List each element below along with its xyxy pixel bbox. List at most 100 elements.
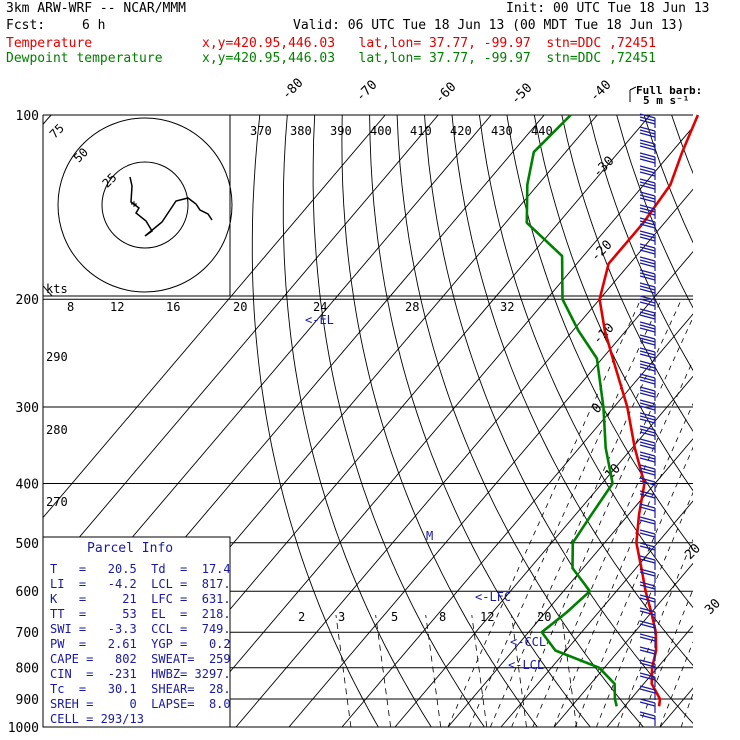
wind-barb xyxy=(639,620,656,635)
wind-barb xyxy=(639,152,656,167)
wind-barb xyxy=(639,373,656,388)
moist-adiabat xyxy=(680,692,693,727)
wind-barb xyxy=(639,360,656,375)
mixing-ratio-line xyxy=(335,614,352,728)
wind-barbs xyxy=(639,113,656,726)
theta-e-labels: 370 380 390 400 410 420 430 440 xyxy=(250,124,553,138)
isotherm xyxy=(394,375,693,727)
m-marker: M xyxy=(426,529,433,543)
pressure-label: 700 xyxy=(16,626,39,641)
temperature-legend: Temperature xyxy=(6,36,93,51)
upper-mixing-label: 24 xyxy=(313,300,327,314)
upper-mixing-label: 28 xyxy=(405,300,419,314)
wind-barb xyxy=(639,646,656,661)
wind-barb xyxy=(639,503,656,518)
dry-adiabat xyxy=(312,115,485,727)
isotherm xyxy=(43,115,386,519)
ccl-marker: <-CCL xyxy=(510,635,546,649)
isotherm xyxy=(182,126,693,727)
wind-barb xyxy=(639,607,656,622)
wind-barb xyxy=(639,165,656,180)
storm-motion-marker xyxy=(131,201,137,207)
mixing-ratio-label: 3 xyxy=(338,610,345,624)
parcel-info-title: Parcel Info xyxy=(87,541,173,556)
dry-adiabat xyxy=(341,115,538,727)
lcl-marker: <-LCL xyxy=(508,658,544,672)
parcel-info-row: K = 21 LFC = 631. xyxy=(50,592,231,606)
wind-barb xyxy=(639,230,656,245)
hodograph-trace xyxy=(129,176,213,237)
mixing-ratio-label: 20 xyxy=(537,610,551,624)
wind-barb xyxy=(639,451,656,466)
moist-adiabat xyxy=(447,299,642,727)
dry-adiabat xyxy=(369,115,591,727)
isotherm xyxy=(713,115,740,727)
wind-barb xyxy=(639,711,656,726)
pressure-label: 500 xyxy=(16,537,39,552)
pressure-label: 1000 xyxy=(8,721,39,736)
wind-barb xyxy=(639,542,656,557)
isotherm-labels: -80-70-60-50-40-30-20-10010203040 xyxy=(0,0,724,618)
wind-barb xyxy=(639,399,656,414)
wind-barb xyxy=(639,347,656,362)
parcel-info-row: SWI = -3.3 CCL = 749. xyxy=(50,622,231,636)
parcel-info-panel: Parcel Info T = 20.5 Td = 17.4LI = -4.2 … xyxy=(42,536,231,728)
dewpoint-trace xyxy=(525,114,618,707)
mixing-ratio-labels: 2 3 5 8 12 20 xyxy=(298,610,551,624)
barb-legend-line2: 5 m s⁻¹ xyxy=(643,94,689,107)
wind-barb xyxy=(639,204,656,219)
mixing-ratio-label: 5 xyxy=(391,610,398,624)
isotherm xyxy=(43,115,439,581)
pressure-axis: 100 200 300 400 500 600 700 800 900 1000 xyxy=(8,109,693,736)
isotherm-label: -50 xyxy=(508,81,535,108)
parcel-info-row: CIN = -231 HWBZ= 3297. xyxy=(50,667,231,681)
forecast-label: Fcst: xyxy=(6,18,46,33)
upper-mixing-label: 16 xyxy=(166,300,180,314)
barb-legend-line1: Full barb: xyxy=(636,84,702,97)
moist-adiabat xyxy=(574,446,693,727)
upper-mixing-ratio-labels: 8 12 16 20 24 28 32 xyxy=(67,300,514,314)
theta-e-label: 380 xyxy=(290,124,312,138)
moist-adiabat xyxy=(617,538,693,727)
pressure-label: 200 xyxy=(16,293,39,308)
wind-barb xyxy=(639,282,656,297)
hodograph-units: kts xyxy=(46,282,68,296)
hodograph: 25 50 75 kts xyxy=(43,115,693,297)
wind-barb xyxy=(639,698,656,713)
wind-barb xyxy=(639,386,656,401)
wind-barb xyxy=(639,256,656,271)
wind-barb xyxy=(639,412,656,427)
upper-mixing-label: 32 xyxy=(500,300,514,314)
isotherm xyxy=(341,313,693,727)
wind-barb xyxy=(639,659,656,674)
valid-time: Valid: 06 UTC Tue 18 Jun 13 (00 MDT Tue … xyxy=(293,18,685,33)
isotherm xyxy=(288,251,693,727)
theta-e-label: 420 xyxy=(450,124,472,138)
parcel-info-row: TT = 53 EL = 218. xyxy=(50,607,231,621)
moist-adiabat xyxy=(490,299,682,727)
dry-adiabat xyxy=(396,115,644,727)
moist-adiabat xyxy=(553,402,693,727)
wind-barb xyxy=(639,438,656,453)
barb-legend: Full barb: 5 m s⁻¹ xyxy=(629,84,702,107)
wind-barb xyxy=(639,685,656,700)
dry-adiabat xyxy=(671,115,693,175)
wind-barb xyxy=(639,126,656,141)
parcel-info-row: CELL = 293/13 xyxy=(50,712,144,726)
wind-barb xyxy=(639,425,656,440)
upper-mixing-label: 12 xyxy=(110,300,124,314)
theta-e-label: 390 xyxy=(330,124,352,138)
wind-barb xyxy=(639,568,656,583)
wind-barb xyxy=(639,633,656,648)
moist-adiabat xyxy=(659,640,693,727)
dry-adiabat xyxy=(699,115,740,727)
isotherm-label: -70 xyxy=(353,78,380,105)
wind-barb xyxy=(639,321,656,336)
moist-adiabat xyxy=(511,316,693,727)
el-marker: <-EL xyxy=(305,313,334,327)
parcel-info-row: LI = -4.2 LCL = 817. xyxy=(50,577,231,591)
barb-legend-symbol xyxy=(629,86,637,102)
isotherm xyxy=(606,625,693,727)
mixing-ratio-label: 12 xyxy=(480,610,494,624)
